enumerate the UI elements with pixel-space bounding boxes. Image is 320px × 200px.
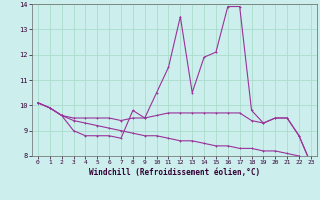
X-axis label: Windchill (Refroidissement éolien,°C): Windchill (Refroidissement éolien,°C) — [89, 168, 260, 177]
